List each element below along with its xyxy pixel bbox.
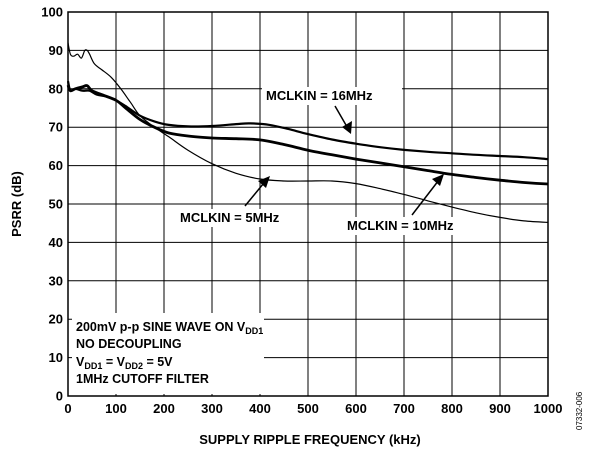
x-tick-label: 800 [441,401,463,416]
annotation-16mhz-bg [262,87,402,105]
y-tick-label: 10 [49,350,63,365]
annotation-10mhz-arrowhead [432,174,444,186]
series-16mhz-line [66,80,549,161]
x-tick-label: 500 [297,401,319,416]
annotation-10mhz: MCLKIN = 10MHz [347,218,454,233]
x-tick-label: 1000 [534,401,563,416]
series-10mhz-line [66,84,549,186]
y-tick-label: 40 [49,235,63,250]
x-tick-label: 100 [105,401,127,416]
x-axis-title: SUPPLY RIPPLE FREQUENCY (kHz) [199,432,421,447]
y-tick-label: 70 [49,120,63,135]
y-tick-label: 90 [49,43,63,58]
annotation-5mhz-bg [176,209,306,227]
y-tick-label: 0 [56,389,63,404]
y-tick-label: 80 [49,81,63,96]
series-layer [66,42,549,223]
y-tick-label: 60 [49,158,63,173]
condition-line-1: 200mV p-p SINE WAVE ON VDD1 [76,320,263,336]
condition-line-2: NO DECOUPLING [76,337,182,351]
figure-id: 07332-006 [575,391,584,430]
annotation-16mhz: MCLKIN = 16MHz [266,88,373,103]
tick-layer: 0 100 200 300 400 500 600 700 800 900 1000 0 10 20 30 4… [41,5,562,417]
y-tick-label: 100 [41,5,63,20]
annotation-5mhz-arrowhead [258,176,270,188]
y-tick-label: 30 [49,273,63,288]
annotation-16mhz-arrowhead [342,121,352,134]
x-tick-label: 600 [345,401,367,416]
condition-line-4: 1MHz CUTOFF FILTER [76,372,209,386]
x-tick-label: 700 [393,401,415,416]
y-tick-label: 50 [49,197,63,212]
series-5mhz-line [67,42,549,223]
y-axis-title: PSRR (dB) [9,171,24,237]
x-tick-label: 900 [489,401,511,416]
annotation-5mhz: MCLKIN = 5MHz [180,210,280,225]
x-tick-label: 300 [201,401,223,416]
x-tick-label: 0 [64,401,71,416]
x-tick-label: 200 [153,401,175,416]
plot-frame [67,11,549,397]
y-tick-label: 20 [49,312,63,327]
x-tick-label: 400 [249,401,271,416]
annotation-10mhz-bg [344,217,481,235]
conditions-box [72,313,264,394]
condition-line-3: VDD1 = VDD2 = 5V [76,355,173,371]
